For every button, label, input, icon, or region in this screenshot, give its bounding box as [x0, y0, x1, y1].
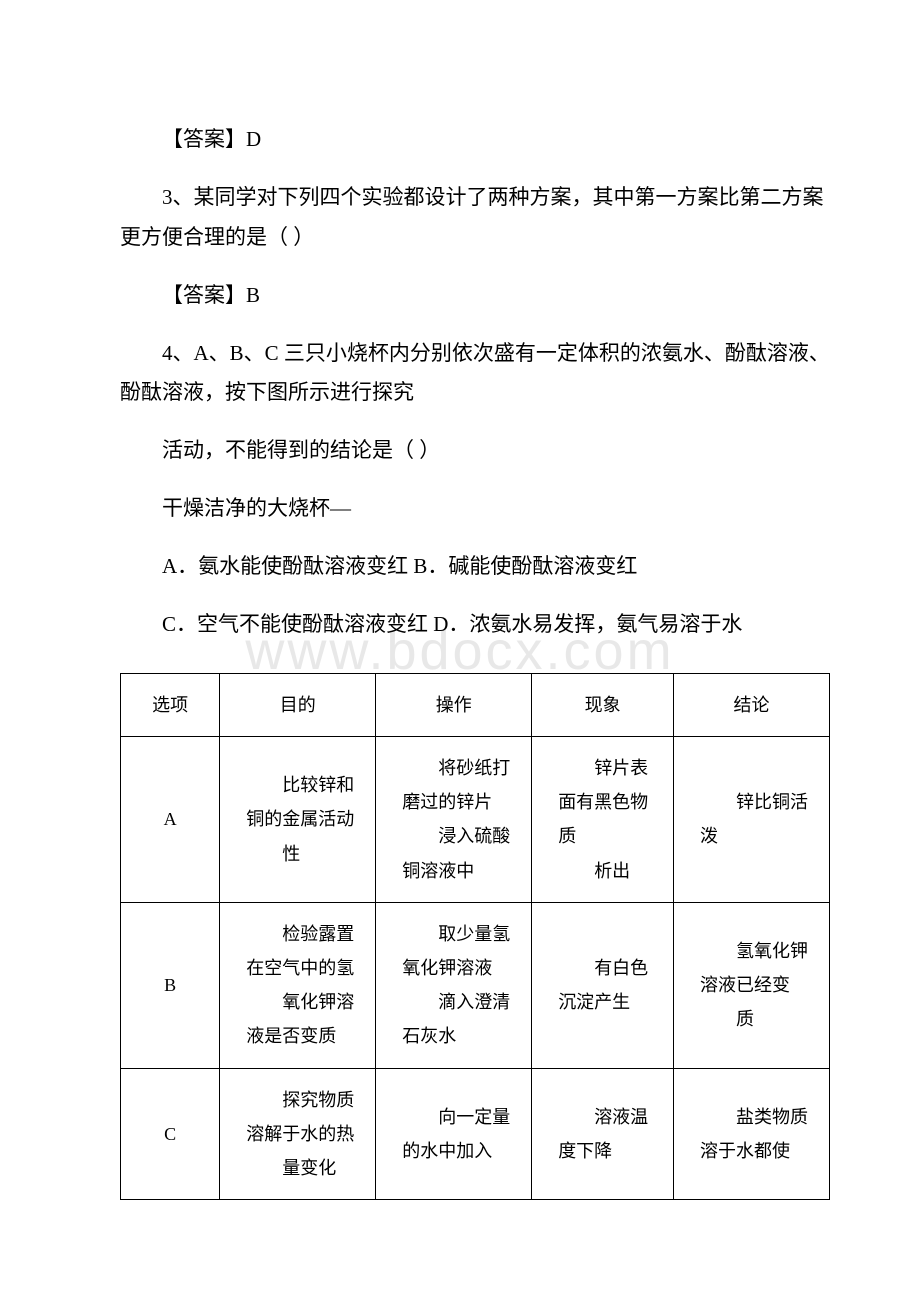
- question-4-line1: 4、A、B、C 三只小烧杯内分别依次盛有一定体积的浓氨水、酚酞溶液、酚酞溶液，按…: [120, 334, 830, 414]
- question-4-option-ab: A．氨水能使酚酞溶液变红 B．碱能使酚酞溶液变红: [120, 547, 830, 587]
- table-header-row: 选项 目的 操作 现象 结论: [121, 673, 830, 736]
- header-conclusion: 结论: [673, 673, 829, 736]
- cell-line: 检验露置在空气中的氢: [246, 917, 367, 985]
- table-row: C 探究物质溶解于水的热 量变化 向一定量的水中加入 溶液温度下降 盐类物质溶于…: [121, 1068, 830, 1200]
- experiment-table: 选项 目的 操作 现象 结论 A 比较锌和铜的金属活动 性 将砂纸打磨过的锌片 …: [120, 673, 830, 1200]
- cell-operation-b: 取少量氢氧化钾溶液 滴入澄清石灰水: [376, 902, 532, 1068]
- cell-line: 氧化钾溶液是否变质: [246, 985, 367, 1053]
- answer-b: 【答案】B: [120, 276, 830, 316]
- cell-conclusion-a: 锌比铜活泼: [673, 737, 829, 903]
- cell-operation-a: 将砂纸打磨过的锌片 浸入硫酸铜溶液中: [376, 737, 532, 903]
- cell-phenomenon-c: 溶液温度下降: [532, 1068, 674, 1200]
- cell-purpose-a: 比较锌和铜的金属活动 性: [220, 737, 376, 903]
- cell-line: 锌比铜活泼: [700, 785, 821, 853]
- cell-conclusion-b: 氢氧化钾溶液已经变 质: [673, 902, 829, 1068]
- answer-d: 【答案】D: [120, 120, 830, 160]
- cell-purpose-b: 检验露置在空气中的氢 氧化钾溶液是否变质: [220, 902, 376, 1068]
- cell-line: 锌片表面有黑色物质: [558, 751, 665, 854]
- cell-line: 质: [700, 1002, 821, 1036]
- cell-phenomenon-a: 锌片表面有黑色物质 析出: [532, 737, 674, 903]
- cell-operation-c: 向一定量的水中加入: [376, 1068, 532, 1200]
- cell-line: 氢氧化钾溶液已经变: [700, 934, 821, 1002]
- cell-option-a: A: [121, 737, 220, 903]
- cell-line: 量变化: [246, 1151, 367, 1185]
- question-3: 3、某同学对下列四个实验都设计了两种方案，其中第一方案比第二方案更方便合理的是（…: [120, 178, 830, 258]
- question-4-option-cd: C．空气不能使酚酞溶液变红 D．浓氨水易发挥，氨气易溶于水: [120, 605, 830, 645]
- cell-line: 析出: [558, 854, 665, 888]
- header-purpose: 目的: [220, 673, 376, 736]
- cell-line: 取少量氢氧化钾溶液: [402, 917, 523, 985]
- cell-line: 浸入硫酸铜溶液中: [402, 819, 523, 887]
- header-option: 选项: [121, 673, 220, 736]
- cell-phenomenon-b: 有白色沉淀产生: [532, 902, 674, 1068]
- cell-line: 比较锌和铜的金属活动: [246, 768, 367, 836]
- cell-line: 盐类物质溶于水都使: [700, 1100, 821, 1168]
- cell-line: 将砂纸打磨过的锌片: [402, 751, 523, 819]
- cell-conclusion-c: 盐类物质溶于水都使: [673, 1068, 829, 1200]
- question-4-line3: 干燥洁净的大烧杯—: [120, 489, 830, 529]
- cell-line: 有白色沉淀产生: [558, 951, 665, 1019]
- header-phenomenon: 现象: [532, 673, 674, 736]
- cell-line: 探究物质溶解于水的热: [246, 1083, 367, 1151]
- header-operation: 操作: [376, 673, 532, 736]
- question-4-line2: 活动，不能得到的结论是（ ）: [120, 431, 830, 471]
- cell-line: 溶液温度下降: [558, 1100, 665, 1168]
- cell-line: 向一定量的水中加入: [402, 1100, 523, 1168]
- cell-purpose-c: 探究物质溶解于水的热 量变化: [220, 1068, 376, 1200]
- cell-line: 滴入澄清石灰水: [402, 985, 523, 1053]
- table-row: B 检验露置在空气中的氢 氧化钾溶液是否变质 取少量氢氧化钾溶液 滴入澄清石灰水…: [121, 902, 830, 1068]
- table-row: A 比较锌和铜的金属活动 性 将砂纸打磨过的锌片 浸入硫酸铜溶液中 锌片表面有黑…: [121, 737, 830, 903]
- cell-line: 性: [246, 837, 367, 871]
- cell-option-b: B: [121, 902, 220, 1068]
- document-body: 【答案】D 3、某同学对下列四个实验都设计了两种方案，其中第一方案比第二方案更方…: [120, 120, 830, 1200]
- cell-option-c: C: [121, 1068, 220, 1200]
